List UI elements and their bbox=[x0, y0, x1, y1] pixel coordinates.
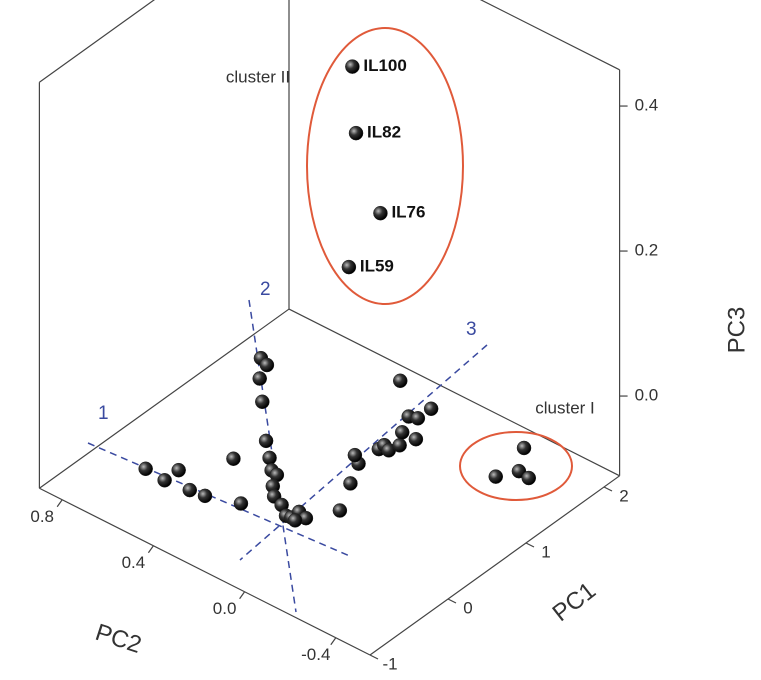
y-tick bbox=[330, 637, 337, 646]
x-tick-label: 0 bbox=[463, 598, 472, 617]
x-tick bbox=[447, 598, 457, 604]
point bbox=[233, 496, 249, 511]
point bbox=[373, 205, 388, 221]
box-edge bbox=[39, 487, 371, 656]
point bbox=[182, 482, 198, 498]
cluster-label: cluster I bbox=[535, 398, 595, 417]
point bbox=[332, 503, 348, 518]
direction-label: 3 bbox=[466, 319, 477, 340]
point bbox=[252, 371, 267, 386]
point bbox=[392, 373, 408, 389]
point-label: IL100 bbox=[363, 56, 406, 75]
point bbox=[259, 357, 275, 373]
point bbox=[392, 438, 407, 453]
y-tick bbox=[56, 499, 63, 508]
point bbox=[488, 469, 504, 484]
point bbox=[287, 513, 303, 528]
cluster-ellipse bbox=[306, 27, 464, 305]
direction-line bbox=[87, 442, 353, 558]
point bbox=[197, 488, 213, 504]
y-tick-label: 0.0 bbox=[213, 599, 237, 618]
z-tick-label: 0.2 bbox=[635, 241, 659, 260]
point bbox=[171, 462, 186, 478]
box-edge bbox=[479, 0, 620, 71]
x-tick bbox=[603, 486, 613, 492]
x-tick-label: 2 bbox=[619, 486, 628, 505]
point bbox=[343, 476, 358, 491]
cluster-label: cluster II bbox=[226, 67, 290, 86]
box-edge bbox=[369, 475, 620, 656]
axes-box bbox=[38, 0, 628, 660]
point bbox=[516, 440, 532, 456]
point bbox=[262, 450, 277, 466]
point bbox=[226, 451, 241, 466]
z-axis-label: PC3 bbox=[723, 307, 750, 354]
point-label: IL76 bbox=[391, 203, 425, 222]
point bbox=[258, 433, 274, 449]
cluster-ellipse bbox=[459, 431, 573, 501]
x-tick bbox=[525, 542, 535, 548]
y-tick bbox=[239, 591, 246, 600]
point bbox=[394, 425, 410, 440]
point bbox=[347, 447, 363, 463]
point bbox=[348, 125, 364, 141]
point bbox=[410, 411, 426, 426]
point-label: IL59 bbox=[360, 257, 394, 276]
point bbox=[408, 431, 424, 447]
z-tick-label: 0.0 bbox=[635, 386, 659, 405]
point-label: IL82 bbox=[367, 123, 401, 142]
point bbox=[138, 461, 153, 477]
y-tick-label: 0.8 bbox=[30, 507, 54, 526]
points: IL100 IL82 IL76 IL59 bbox=[138, 56, 537, 528]
direction-line bbox=[239, 344, 488, 561]
point bbox=[521, 470, 537, 486]
y-axis-label: PC2 bbox=[92, 619, 145, 659]
box-edge bbox=[39, 308, 290, 489]
box-edge bbox=[288, 308, 620, 477]
point bbox=[423, 401, 439, 416]
point bbox=[255, 394, 270, 410]
z-tick-label: 0.4 bbox=[635, 96, 659, 115]
point bbox=[345, 59, 360, 74]
box-edge bbox=[39, 0, 155, 83]
x-tick-label: 1 bbox=[541, 542, 550, 561]
x-axis-label: PC1 bbox=[548, 577, 601, 627]
y-tick bbox=[147, 545, 154, 554]
x-tick bbox=[369, 654, 379, 660]
point bbox=[341, 259, 357, 275]
direction-label: 2 bbox=[260, 279, 271, 300]
y-tick-label: 0.4 bbox=[122, 553, 146, 572]
y-tick-label: -0.4 bbox=[301, 645, 330, 664]
direction-label: 1 bbox=[98, 403, 109, 424]
point bbox=[157, 473, 172, 488]
x-tick-label: -1 bbox=[382, 654, 397, 673]
